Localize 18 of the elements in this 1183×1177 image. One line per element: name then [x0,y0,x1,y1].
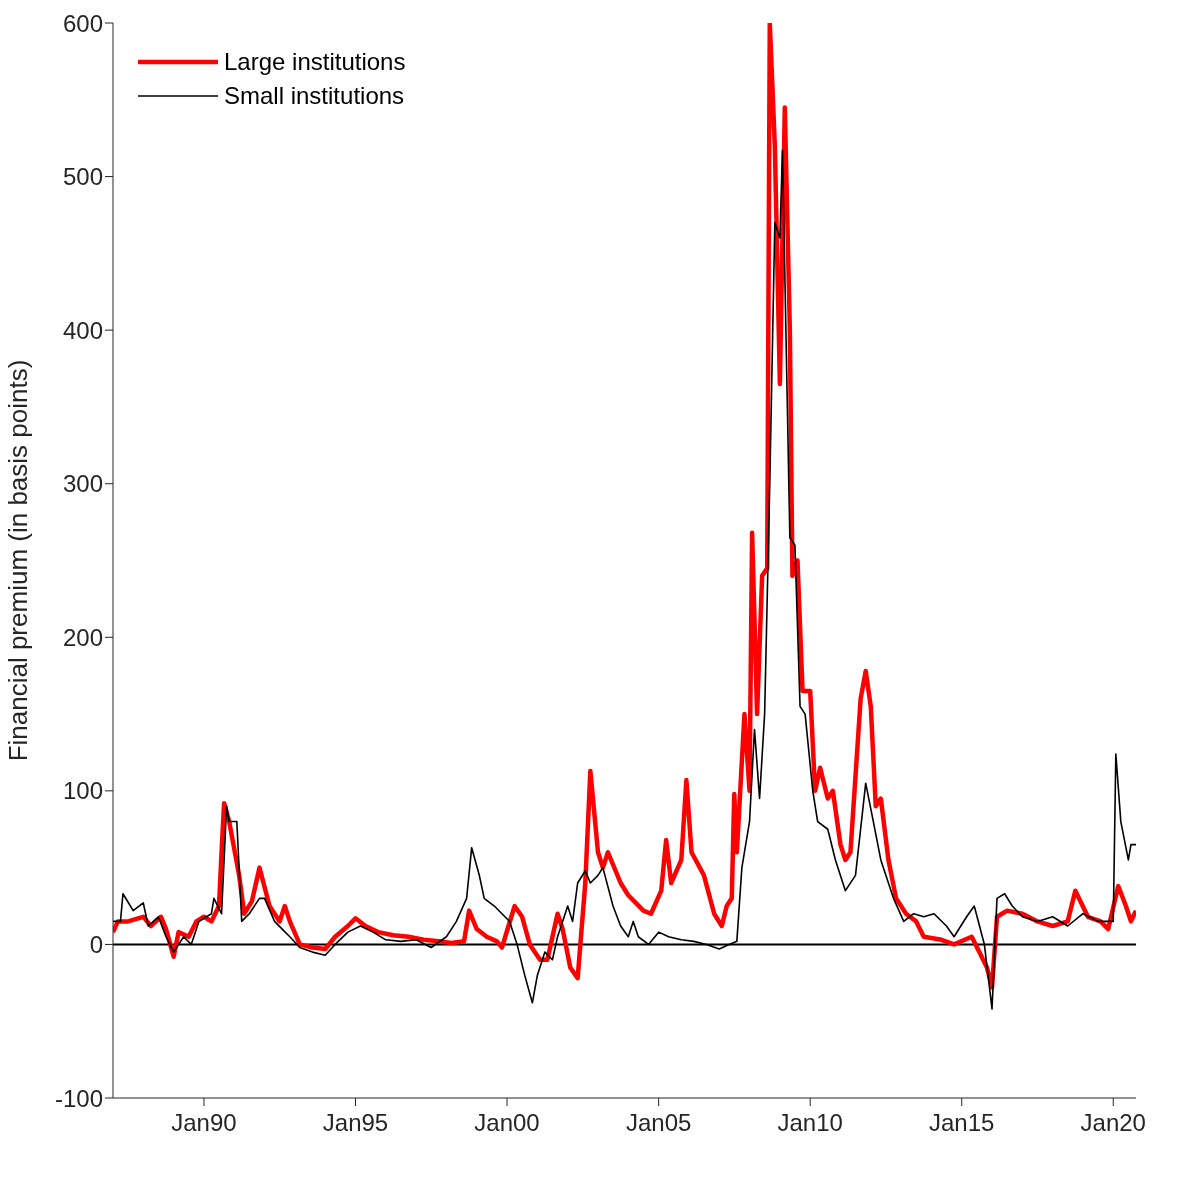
x-tick-label: Jan15 [929,1109,995,1137]
x-tick-label: Jan05 [625,1109,692,1137]
legend-label: Large institutions [224,48,406,76]
x-tick-label: Jan10 [777,1109,843,1137]
y-tick-label: 100 [62,777,103,805]
y-tick-label: 300 [62,470,103,498]
y-tick-label: 0 [89,930,103,958]
x-tick-label: Jan90 [171,1109,237,1137]
x-tick-label: Jan00 [474,1109,540,1137]
y-axis-title: Financial premium (in basis points) [3,359,34,762]
y-tick-label: -100 [54,1084,103,1112]
y-tick-label: 600 [62,9,103,37]
x-tick-label: Jan20 [1080,1109,1146,1137]
y-tick-label: 200 [62,623,103,651]
legend-label: Small institutions [224,82,405,110]
y-tick-label: 500 [62,163,103,191]
y-tick-label: 400 [62,316,103,344]
x-tick-label: Jan95 [322,1109,389,1137]
